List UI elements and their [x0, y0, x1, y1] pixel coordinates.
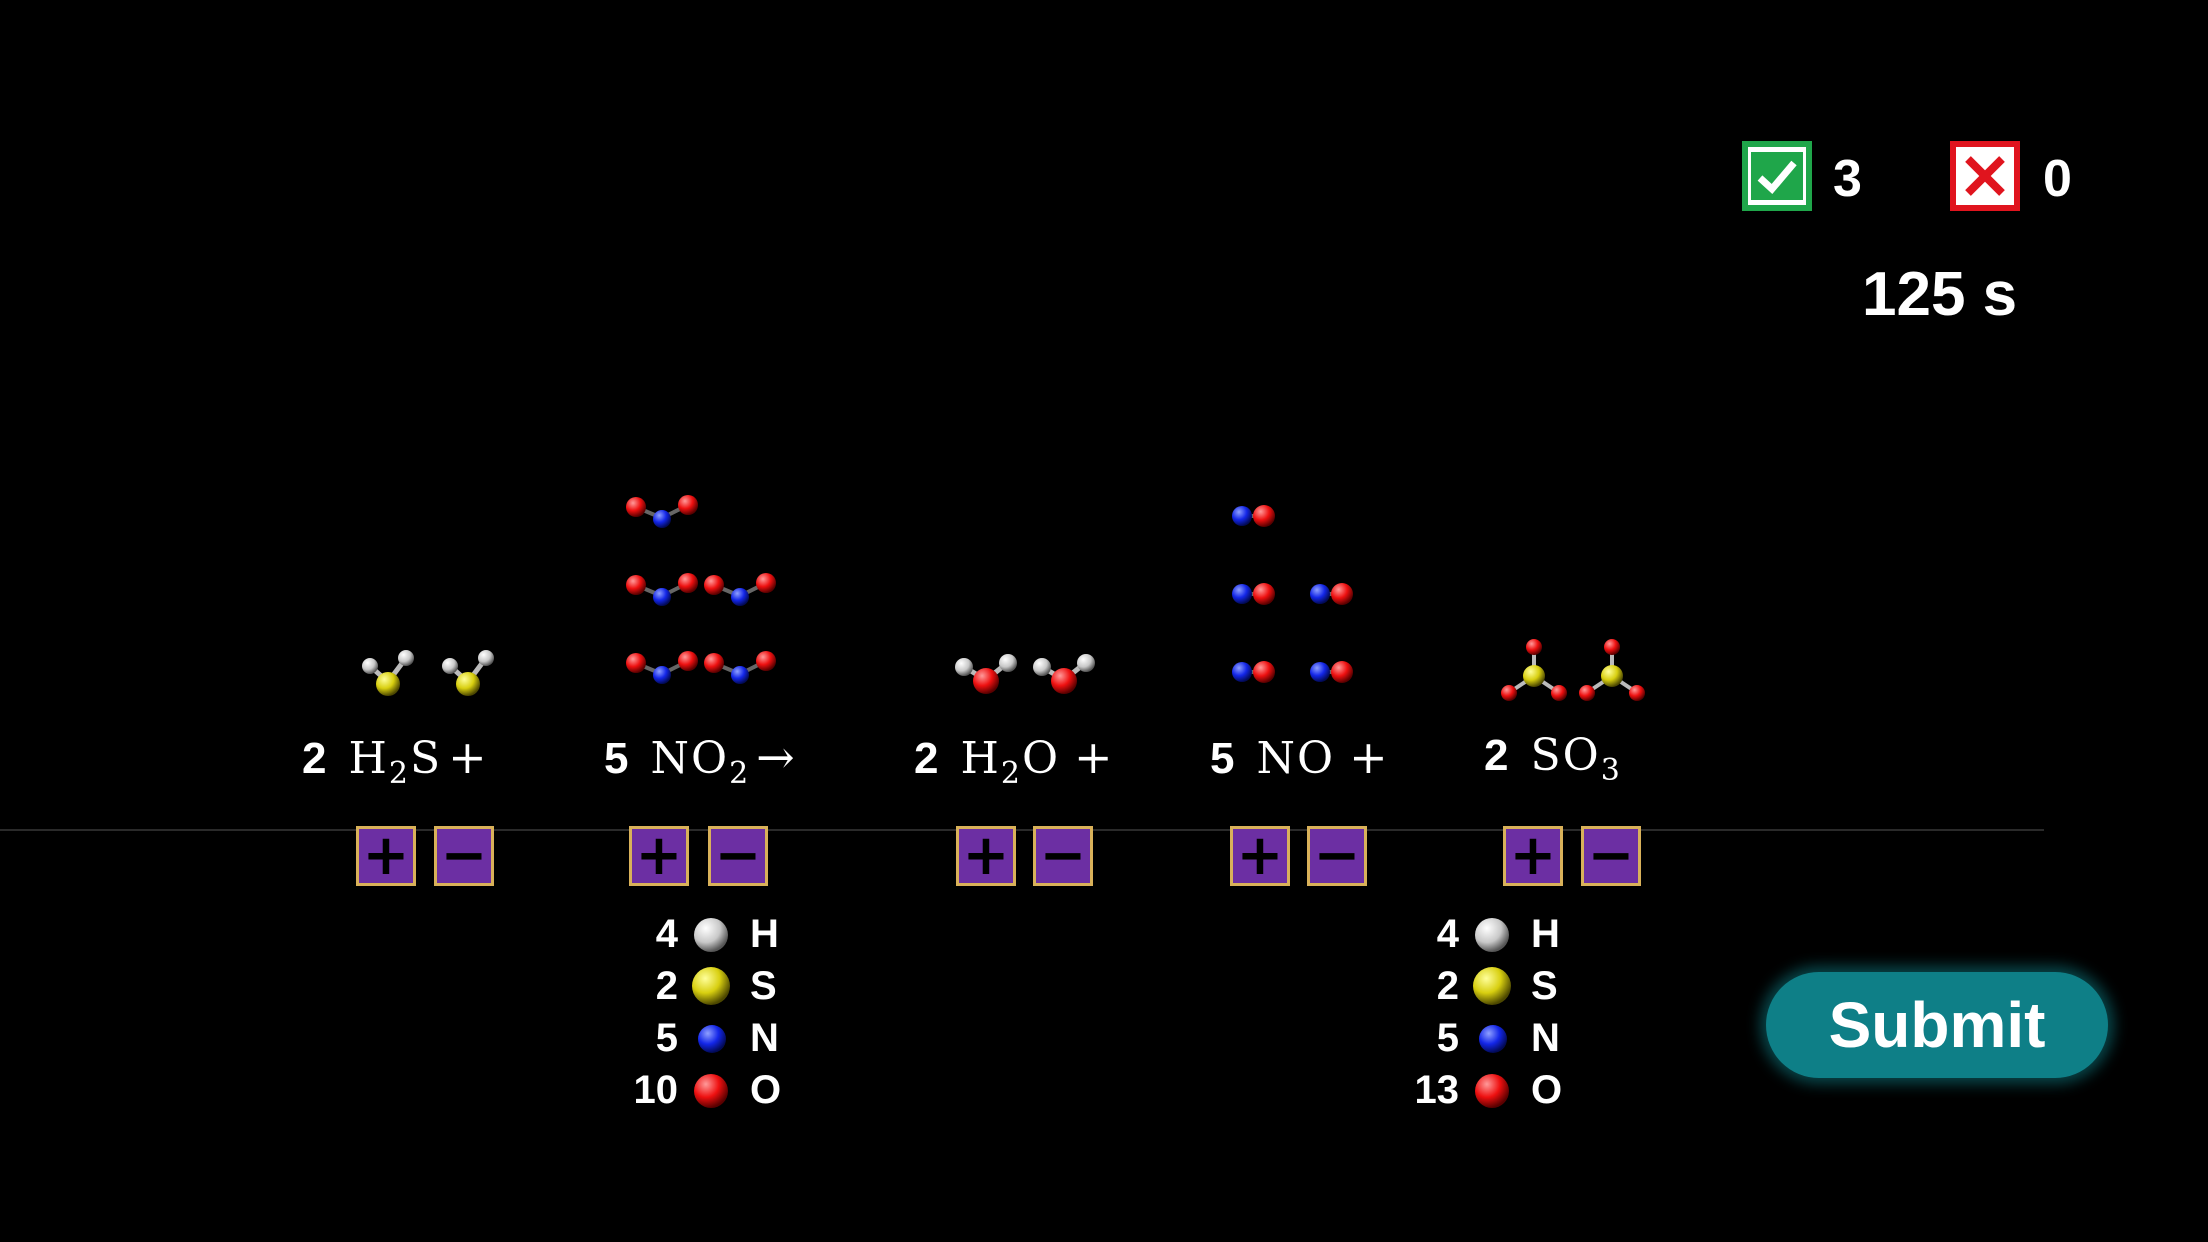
tally-row-n: 5 N — [620, 1012, 790, 1064]
atom-symbol: O — [750, 1067, 782, 1112]
atom-count: 2 — [1436, 963, 1459, 1008]
atom-count: 5 — [655, 1015, 678, 1060]
x-icon — [1959, 152, 2011, 200]
correct-count-box — [1742, 141, 1812, 211]
no2-molecule-icons — [624, 495, 778, 686]
atom-symbol: S — [1531, 963, 1558, 1008]
h2o-minus-button[interactable]: − — [1033, 826, 1093, 886]
formula: H2O — [960, 733, 1061, 791]
product-atom-tally: 4 H 2 S 5 N 13 O — [1401, 908, 1571, 1118]
nitrogen-atom-icon — [1479, 1025, 1507, 1053]
no-minus-button[interactable]: − — [1307, 826, 1367, 886]
no-molecule-icons — [1230, 505, 1355, 685]
operator: + — [1349, 730, 1388, 784]
no2-plus-button[interactable]: + — [629, 826, 689, 886]
atom-symbol: N — [1531, 1015, 1560, 1060]
atom-count: 5 — [1436, 1015, 1459, 1060]
no-plus-button[interactable]: + — [1230, 826, 1290, 886]
atom-symbol: O — [1531, 1067, 1563, 1112]
coefficient: 5 — [604, 734, 629, 783]
hydrogen-atom-icon — [694, 918, 728, 952]
h2o-molecule-icons — [955, 648, 1108, 698]
atom-symbol: H — [1531, 911, 1560, 956]
atom-count: 10 — [633, 1067, 679, 1112]
atom-symbol: H — [750, 911, 779, 956]
wrong-count-box — [1950, 141, 2020, 211]
so3-plus-button[interactable]: + — [1503, 826, 1563, 886]
atom-count: 2 — [655, 963, 678, 1008]
coefficient: 2 — [1484, 731, 1509, 780]
formula: SO3 — [1530, 730, 1622, 788]
h2o-plus-button[interactable]: + — [956, 826, 1016, 886]
atom-count: 4 — [655, 911, 678, 956]
arrow: → — [756, 730, 795, 784]
formula: NO2 — [650, 733, 751, 791]
tally-row-h: 4 H — [1401, 908, 1571, 960]
term-no: 5 NO + — [1210, 730, 1388, 810]
h2s-plus-button[interactable]: + — [356, 826, 416, 886]
tally-row-o: 10 O — [620, 1064, 790, 1116]
tally-row-o: 13 O — [1401, 1064, 1571, 1116]
operator: + — [448, 730, 487, 784]
term-h2o: 2 H2O + — [914, 730, 1113, 810]
formula: NO — [1256, 733, 1336, 784]
coefficient: 5 — [1210, 734, 1235, 783]
term-so3: 2 SO3 — [1484, 730, 1622, 810]
tally-row-n: 5 N — [1401, 1012, 1571, 1064]
timer: 125 s — [1862, 260, 2018, 329]
nitrogen-atom-icon — [698, 1025, 726, 1053]
tally-row-s: 2 S — [1401, 960, 1571, 1012]
term-no2: 5 NO2 → — [604, 730, 795, 810]
sulfur-atom-icon — [692, 967, 730, 1005]
atom-count: 4 — [1436, 911, 1459, 956]
sulfur-atom-icon — [1473, 967, 1511, 1005]
hydrogen-atom-icon — [1475, 918, 1509, 952]
submit-button[interactable]: Submit — [1766, 972, 2108, 1078]
atom-symbol: N — [750, 1015, 779, 1060]
divider-line — [0, 829, 2044, 831]
correct-count: 3 — [1833, 150, 1862, 208]
reactant-atom-tally: 4 H 2 S 5 N 10 O — [620, 908, 790, 1118]
term-h2s: 2 H2S + — [302, 730, 487, 810]
so3-minus-button[interactable]: − — [1581, 826, 1641, 886]
atom-symbol: S — [750, 963, 777, 1008]
oxygen-atom-icon — [694, 1074, 728, 1108]
h2s-minus-button[interactable]: − — [434, 826, 494, 886]
tally-row-s: 2 S — [620, 960, 790, 1012]
oxygen-atom-icon — [1475, 1074, 1509, 1108]
formula: H2S — [348, 733, 443, 791]
wrong-count: 0 — [2043, 150, 2072, 208]
coefficient: 2 — [914, 734, 939, 783]
tally-row-h: 4 H — [620, 908, 790, 960]
check-icon — [1751, 152, 1803, 200]
operator: + — [1074, 730, 1113, 784]
no2-minus-button[interactable]: − — [708, 826, 768, 886]
h2s-molecule-icons — [362, 650, 494, 696]
atom-count: 13 — [1414, 1067, 1460, 1112]
so3-molecule-icons — [1501, 637, 1647, 703]
coefficient: 2 — [302, 734, 327, 783]
